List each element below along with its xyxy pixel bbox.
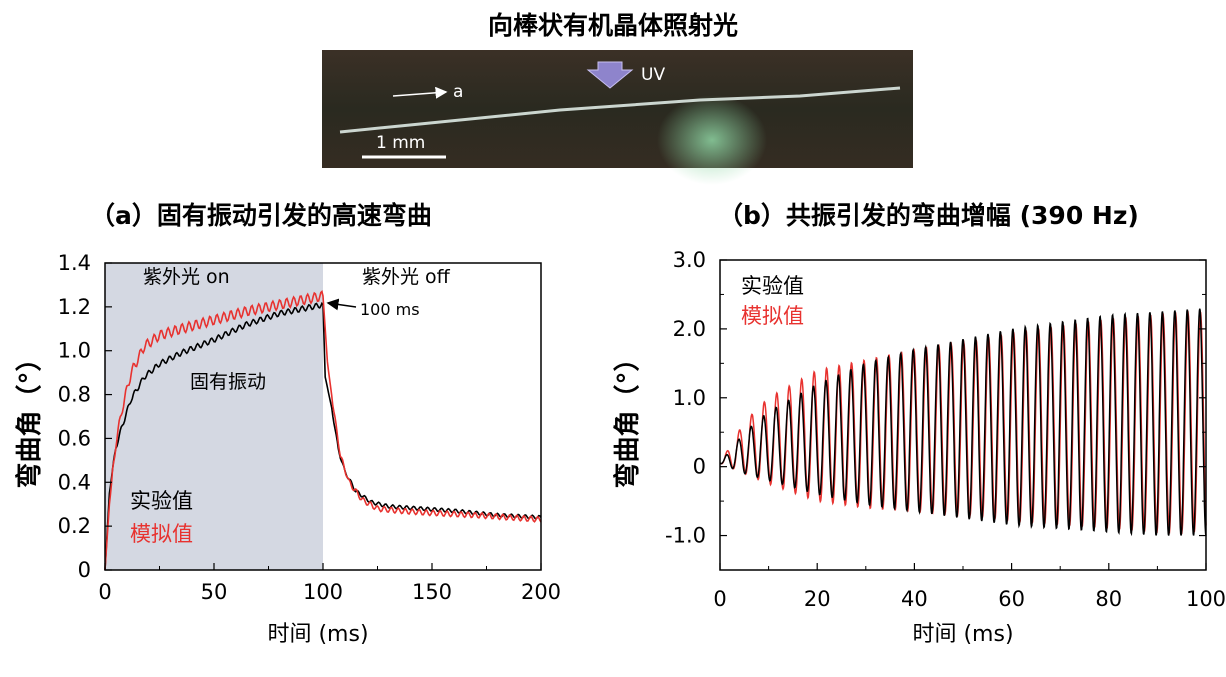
scale-label: 1 mm bbox=[376, 133, 425, 153]
y-tick-label: 3.0 bbox=[673, 248, 706, 272]
y-tick-label: 0 bbox=[693, 455, 706, 479]
x-tick-label: 0 bbox=[713, 587, 726, 611]
y-tick-label: 1.2 bbox=[58, 295, 91, 319]
figure-title: 向棒状有机晶体照射光 bbox=[488, 11, 738, 40]
y-tick-label: 1.0 bbox=[58, 339, 91, 363]
uv-on-label: 紫外光 on bbox=[143, 266, 230, 288]
x-tick-label: 100 bbox=[303, 580, 343, 604]
chart-a: （a）固有振动引发的高速弯曲 0 50 100 150 200 0 0.2 0.4 0.6 0.8… bbox=[14, 201, 561, 647]
uv-label: UV bbox=[641, 65, 665, 85]
uv-on-region bbox=[105, 263, 323, 570]
y-tick-label: 0 bbox=[78, 558, 91, 582]
uv-glow bbox=[657, 95, 767, 185]
y-tick-label: -1.0 bbox=[665, 524, 706, 548]
legend-b-sim: 模拟值 bbox=[741, 304, 804, 328]
chart-b-title: （b）共振引发的弯曲增幅 (390 Hz) bbox=[718, 201, 1139, 230]
y-tick-label: 1.0 bbox=[673, 386, 706, 410]
x-tick-label: 100 bbox=[1186, 587, 1226, 611]
x-tick-label: 20 bbox=[804, 587, 831, 611]
interval-arrow-icon bbox=[326, 298, 357, 311]
x-tick-label: 80 bbox=[1095, 587, 1122, 611]
series-experimental-b bbox=[719, 308, 1207, 537]
legend-b-exp: 实验值 bbox=[741, 274, 804, 298]
chart-b-xlabel: 时间 (ms) bbox=[912, 622, 1013, 647]
chart-a-title: （a）固有振动引发的高速弯曲 bbox=[90, 201, 432, 230]
y-tick-label: 0.2 bbox=[58, 514, 91, 538]
x-tick-label: 200 bbox=[521, 580, 561, 604]
x-tick-label: 0 bbox=[98, 580, 111, 604]
uv-off-label: 紫外光 off bbox=[362, 266, 451, 288]
x-tick-label: 50 bbox=[201, 580, 228, 604]
x-tick-label: 40 bbox=[901, 587, 928, 611]
x-tick-label: 150 bbox=[412, 580, 452, 604]
interval-label: 100 ms bbox=[360, 300, 420, 319]
axis-label: a bbox=[453, 82, 463, 102]
legend-a-exp: 实验值 bbox=[130, 489, 193, 513]
chart-a-ylabel: 弯曲角（°） bbox=[14, 345, 45, 488]
x-tick-label: 60 bbox=[998, 587, 1025, 611]
y-tick-label: 0.8 bbox=[58, 383, 91, 407]
series-simulated-a bbox=[104, 290, 542, 571]
vibration-label: 固有振动 bbox=[190, 371, 266, 393]
uv-arrow-icon bbox=[586, 61, 634, 89]
y-tick-label: 0.6 bbox=[58, 426, 91, 450]
y-tick-label: 2.0 bbox=[673, 317, 706, 341]
crystal-photo: UV a 1 mm bbox=[322, 50, 913, 185]
axis-arrow-icon bbox=[392, 86, 448, 99]
crystal-rod bbox=[339, 86, 901, 134]
y-tick-label: 0.4 bbox=[58, 470, 91, 494]
chart-a-xlabel: 时间 (ms) bbox=[267, 622, 368, 647]
chart-b: （b）共振引发的弯曲增幅 (390 Hz) 0 20 40 60 80 100 -1.0 0 1… bbox=[612, 201, 1226, 647]
series-simulated-b bbox=[719, 310, 1207, 535]
chart-b-ylabel: 弯曲角（°） bbox=[612, 345, 643, 488]
legend-a-sim: 模拟值 bbox=[130, 522, 193, 546]
y-tick-label: 1.4 bbox=[58, 251, 91, 275]
